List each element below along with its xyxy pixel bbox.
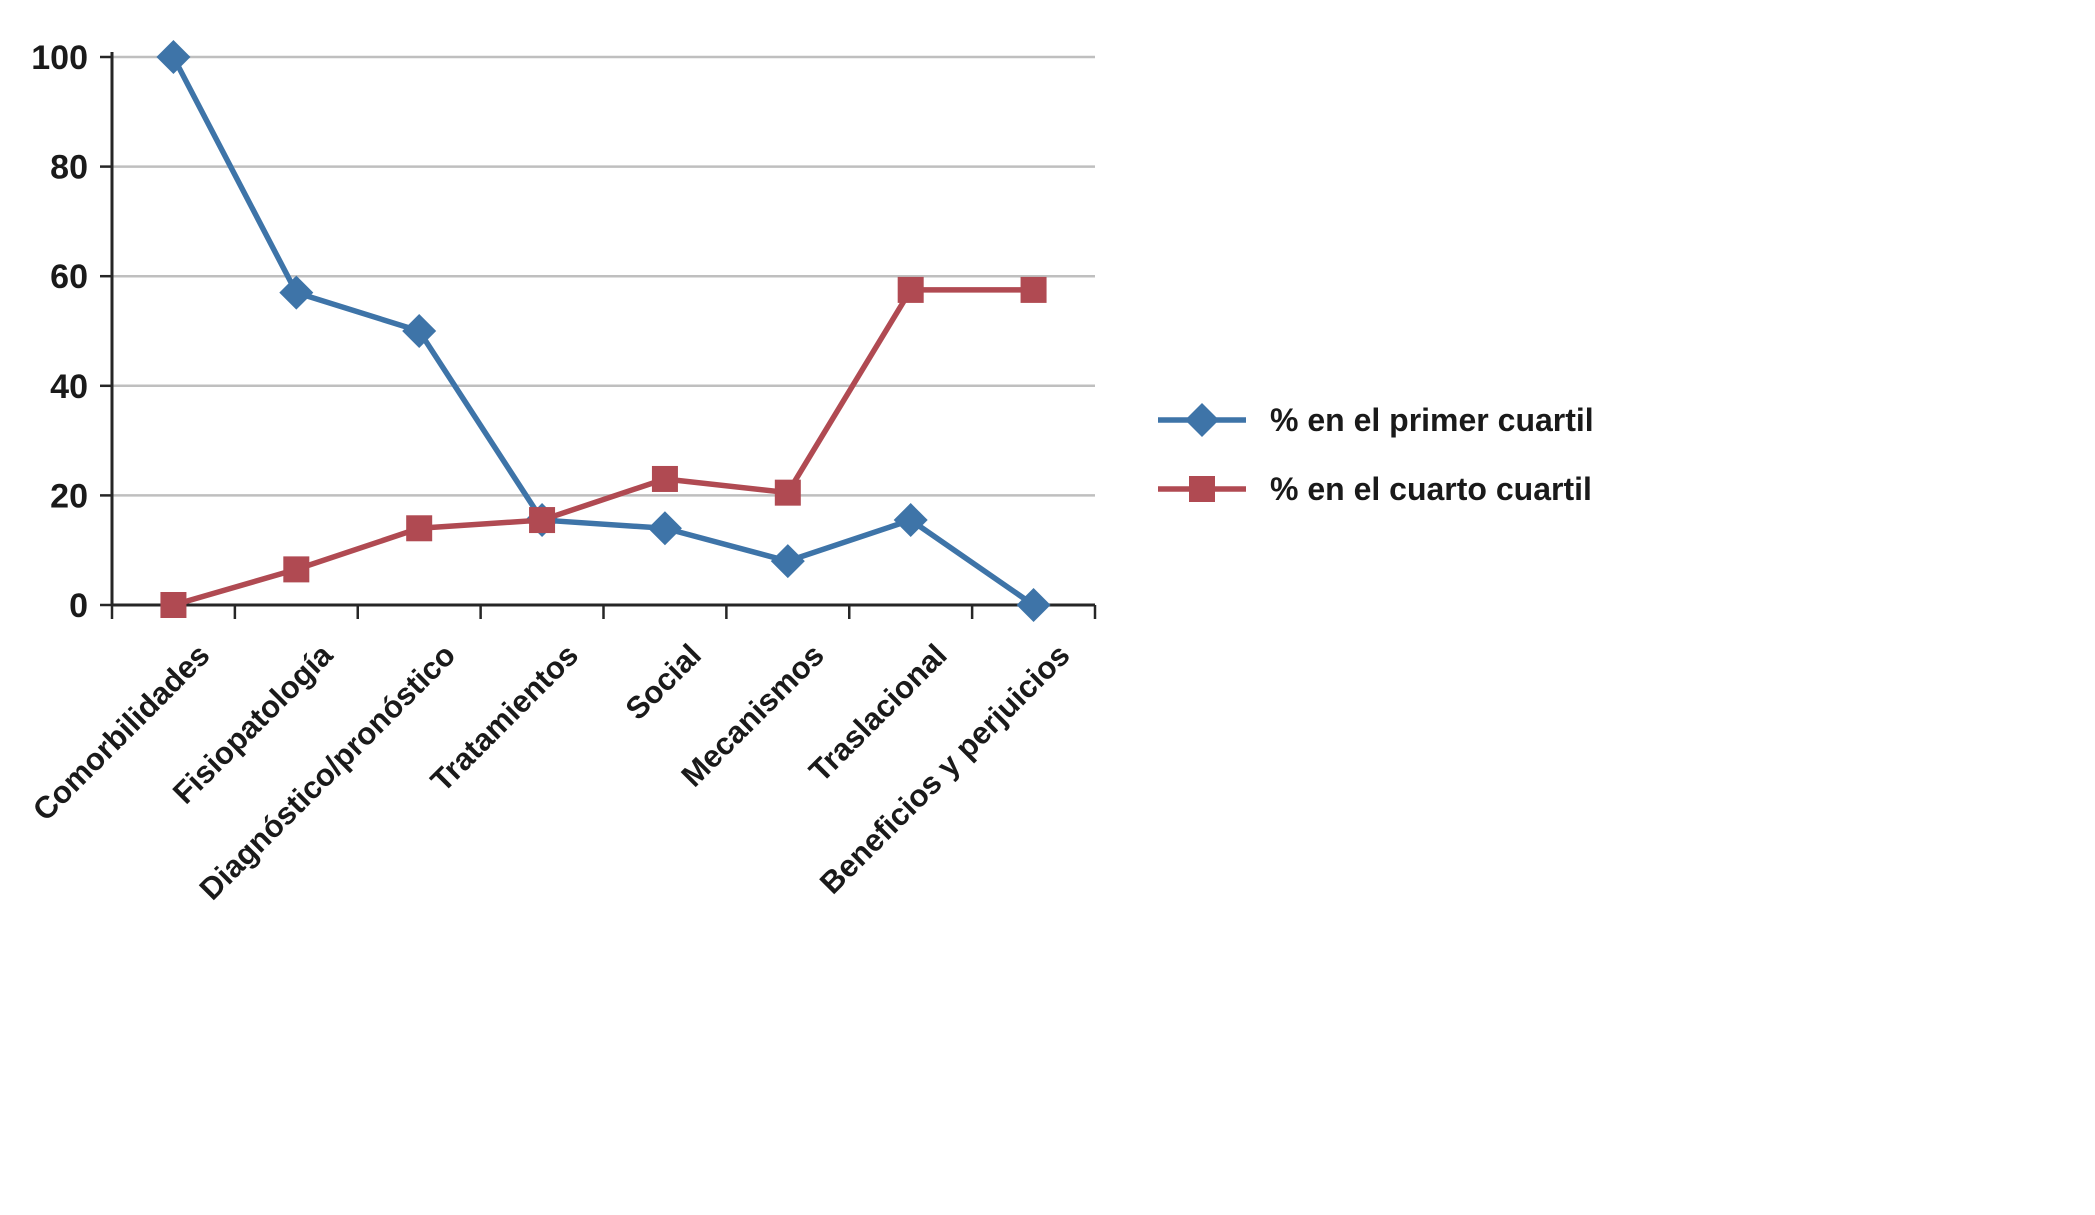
legend-item: % en el primer cuartil <box>1158 402 1594 438</box>
legend-marker <box>1189 476 1215 502</box>
data-point-marker <box>529 507 556 534</box>
series-line <box>170 54 1037 608</box>
data-point-marker <box>770 544 805 579</box>
x-category-label: Social <box>619 637 708 726</box>
data-point-marker <box>651 465 678 492</box>
data-point-marker <box>283 556 310 583</box>
data-point-marker <box>156 40 191 74</box>
y-tick-label: 0 <box>69 587 88 625</box>
x-category-label: Beneficios y perjuicios <box>813 637 1077 901</box>
data-point-marker <box>402 314 437 348</box>
data-point-marker <box>1020 276 1047 303</box>
legend-item: % en el cuarto cuartil <box>1158 471 1592 507</box>
data-point-marker <box>1016 588 1051 622</box>
data-point-marker <box>897 276 924 303</box>
series-line <box>170 287 1037 608</box>
data-point-marker <box>160 592 187 618</box>
x-category-label: Diagnóstico/pronóstico <box>193 637 463 907</box>
data-point-marker <box>406 515 433 542</box>
data-point-marker <box>893 503 928 538</box>
data-point-marker <box>774 479 801 506</box>
legend-label: % en el cuarto cuartil <box>1270 471 1592 507</box>
y-tick-label: 80 <box>50 149 88 187</box>
series-1 <box>160 276 1047 618</box>
legend-marker <box>1185 403 1219 437</box>
data-point-marker <box>647 511 682 546</box>
legend-label: % en el primer cuartil <box>1270 402 1594 438</box>
y-tick-label: 20 <box>50 477 88 515</box>
y-tick-label: 100 <box>31 39 88 77</box>
y-tick-label: 40 <box>50 368 88 406</box>
data-point-marker <box>279 275 314 310</box>
series-0 <box>156 40 1051 622</box>
y-tick-label: 60 <box>50 258 88 296</box>
